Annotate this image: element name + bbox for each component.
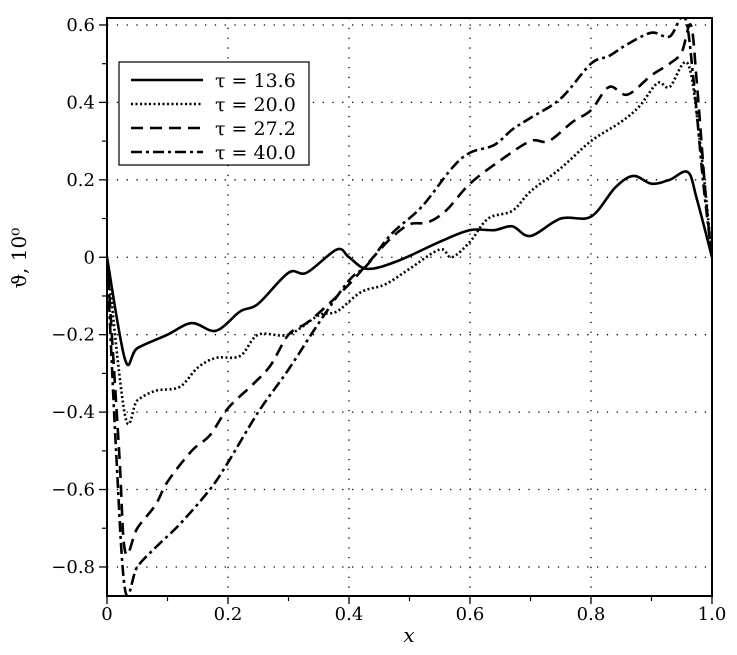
x-tick-label: 0.4	[335, 604, 364, 625]
y-tick-label: 0.6	[66, 15, 95, 36]
series-line-0	[107, 170, 712, 367]
legend-label-1: τ = 20.0	[215, 94, 296, 116]
legend-label-0: τ = 13.6	[215, 70, 296, 92]
y-tick-label: 0.4	[66, 92, 95, 113]
y-tick-label: −0.4	[51, 402, 95, 423]
legend: τ = 13.6τ = 20.0τ = 27.2τ = 40.0	[118, 61, 310, 166]
y-tick-label: 0.2	[66, 170, 95, 191]
x-tick-label: 1.0	[698, 604, 727, 625]
series-lines	[107, 18, 712, 596]
y-axis-title: ϑ, 10⁰	[7, 228, 31, 288]
y-tick-label: 0	[84, 247, 95, 268]
y-tick-label: −0.2	[51, 325, 95, 346]
legend-label-3: τ = 40.0	[215, 142, 296, 164]
y-tick-label: −0.8	[51, 557, 95, 578]
x-tick-label: 0.8	[577, 604, 606, 625]
x-tick-label: 0.6	[456, 604, 485, 625]
x-tick-label: 0	[101, 604, 112, 625]
legend-label-2: τ = 27.2	[215, 118, 296, 140]
series-line-3	[107, 18, 712, 596]
x-tick-label: 0.2	[214, 604, 243, 625]
ticks: 0 0.2 0.4 0.6 0.8 1.0 −0.8 −0.6 −0.4 −0.2 0 0.2 0.4 0…	[51, 15, 726, 625]
y-tick-label: −0.6	[51, 480, 95, 501]
x-axis-title: x	[403, 623, 414, 647]
plot-frame	[106, 17, 713, 597]
series-line-2	[107, 23, 712, 556]
